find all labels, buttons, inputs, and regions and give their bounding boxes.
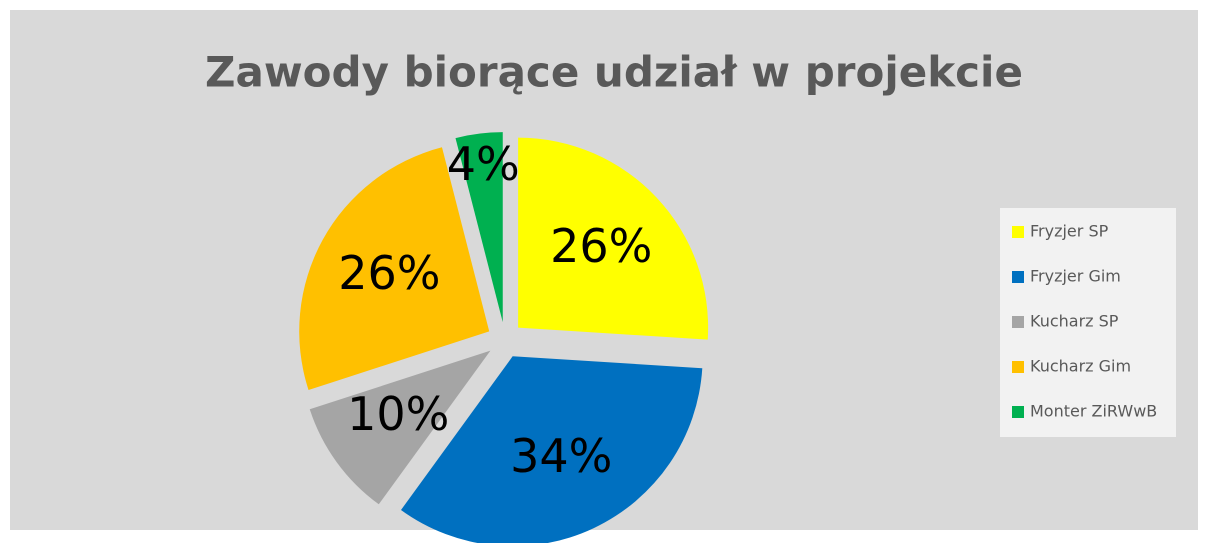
data-label: 4% (447, 137, 520, 191)
data-label: 26% (550, 219, 652, 273)
pie-slice (400, 356, 703, 543)
data-label: 10% (347, 387, 449, 441)
pie-slice (309, 350, 491, 505)
legend-label: Fryzjer Gim (1030, 267, 1121, 286)
legend-swatch (1012, 406, 1024, 418)
data-label: 26% (338, 246, 440, 300)
pie-slice (299, 147, 490, 391)
legend-label: Kucharz SP (1030, 312, 1119, 331)
legend-label: Monter ZiRWwB (1030, 402, 1157, 421)
chart-title: Zawody biorące udział w projekcie (205, 48, 1023, 97)
data-label: 34% (510, 429, 612, 483)
legend-swatch (1012, 316, 1024, 328)
pie-slice (518, 137, 709, 340)
legend-swatch (1012, 226, 1024, 238)
pie-slice (455, 132, 503, 323)
legend-label: Kucharz Gim (1030, 357, 1131, 376)
legend (1000, 208, 1176, 437)
legend-swatch (1012, 361, 1024, 373)
legend-label: Fryzjer SP (1030, 222, 1109, 241)
legend-swatch (1012, 271, 1024, 283)
